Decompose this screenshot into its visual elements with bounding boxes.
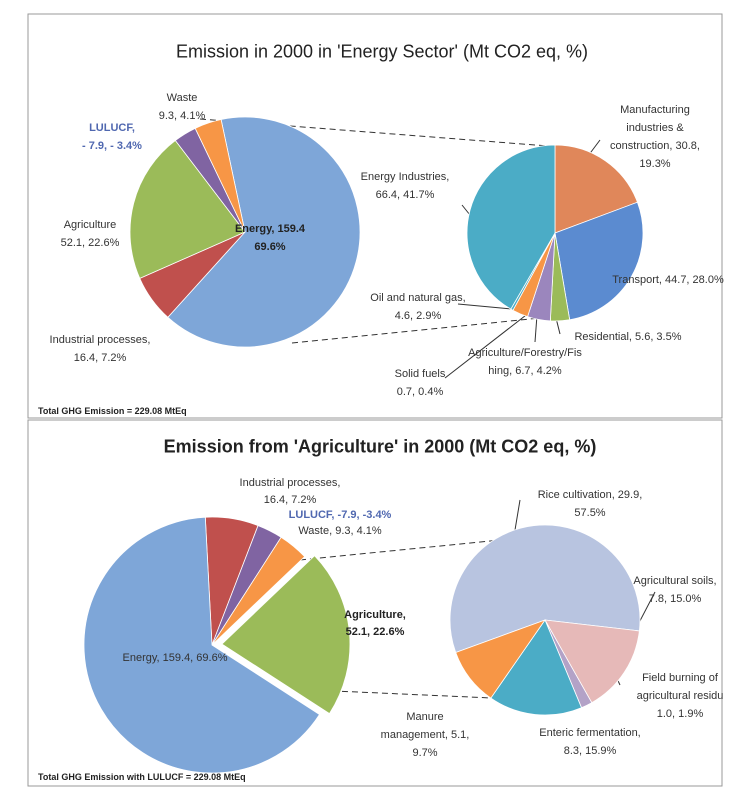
slice-label: 8.3, 15.9%	[563, 745, 617, 757]
slice-label: Energy Industries,	[360, 171, 450, 183]
slice-label: Industrial processes,	[239, 477, 341, 489]
pie-slice	[449, 524, 641, 654]
pie-slice	[83, 516, 321, 774]
connector	[199, 118, 549, 699]
slice-label: Transport, 44.7, 28.0%	[612, 274, 724, 286]
slice-label: Oil and natural gas,	[370, 292, 466, 304]
chart-note: Total GHG Emission with LULUCF = 229.08 …	[38, 772, 246, 782]
panel	[27, 13, 723, 419]
slice-label: Agriculture	[63, 219, 117, 231]
panel	[27, 419, 723, 787]
pie-slice	[167, 116, 361, 348]
pie-slice	[211, 536, 306, 646]
pie-slice	[554, 201, 644, 321]
slice-label: LULUCF, -7.9, -3.4%	[288, 509, 392, 521]
pie-slice	[221, 555, 351, 715]
slice-label: Enteric fermentation,	[539, 727, 641, 739]
slice-label: LULUCF,	[89, 122, 135, 134]
pie-slice	[455, 619, 547, 699]
slice-label: 69.6%	[254, 241, 286, 253]
slice-label: Agricultural soils,	[633, 575, 717, 587]
slice-label: hing, 6.7, 4.2%	[488, 365, 562, 377]
pie-slice	[544, 619, 640, 704]
slice-label: 9.7%	[412, 747, 438, 759]
slice-label: 16.4, 7.2%	[263, 494, 317, 506]
slice-label: 9.3, 4.1%	[158, 110, 206, 122]
slice-label: Residential, 5.6, 3.5%	[574, 331, 682, 343]
pie-slice	[554, 144, 638, 234]
chart-title: Emission from 'Agriculture' in 2000 (Mt …	[163, 436, 597, 457]
slice-label: Waste, 9.3, 4.1%	[298, 525, 382, 537]
slice-label: Manufacturing	[620, 104, 690, 116]
slice-label: 0.7, 0.4%	[396, 386, 444, 398]
slice-label: construction, 30.8,	[610, 140, 700, 152]
pie-slice	[194, 119, 246, 233]
slice-label: 57.5%	[574, 507, 606, 519]
slice-label: 19.3%	[639, 158, 671, 170]
slice-label: Rice cultivation, 29.9,	[537, 489, 643, 501]
slice-label: Energy, 159.4, 69.6%	[122, 652, 228, 664]
slice-label: 16.4, 7.2%	[73, 352, 127, 364]
chart-note: Total GHG Emission = 229.08 MtEq	[38, 406, 187, 416]
slice-label: Agriculture,	[344, 609, 406, 621]
slice-label: Waste	[166, 92, 198, 104]
slice-label: - 7.9, - 3.4%	[82, 140, 142, 152]
slice-label: Industrial processes,	[49, 334, 151, 346]
slice-label: Energy, 159.4	[234, 223, 306, 235]
pie-slice	[490, 619, 583, 716]
slice-label: Agriculture/Forestry/Fis	[468, 347, 582, 359]
slice-label: industries &	[626, 122, 684, 134]
slice-label: 52.1, 22.6%	[60, 237, 120, 249]
pie-slice	[129, 139, 246, 279]
slice-label: 7.8, 15.0%	[648, 593, 702, 605]
slice-label: agricultural residu	[636, 690, 724, 702]
slice-label: Field burning of	[642, 672, 718, 684]
chart-title: Emission in 2000 in 'Energy Sector' (Mt …	[175, 41, 589, 62]
slice-label: 1.0, 1.9%	[656, 708, 704, 720]
slice-label: Manure	[406, 711, 444, 723]
slice-label: management, 5.1,	[380, 729, 470, 741]
slice-label: 52.1, 22.6%	[345, 626, 405, 638]
slice-label: 66.4, 41.7%	[375, 189, 435, 201]
slice-label: 4.6, 2.9%	[394, 310, 442, 322]
pie-slice	[466, 144, 556, 310]
slice-label: Solid fuels	[394, 368, 446, 380]
